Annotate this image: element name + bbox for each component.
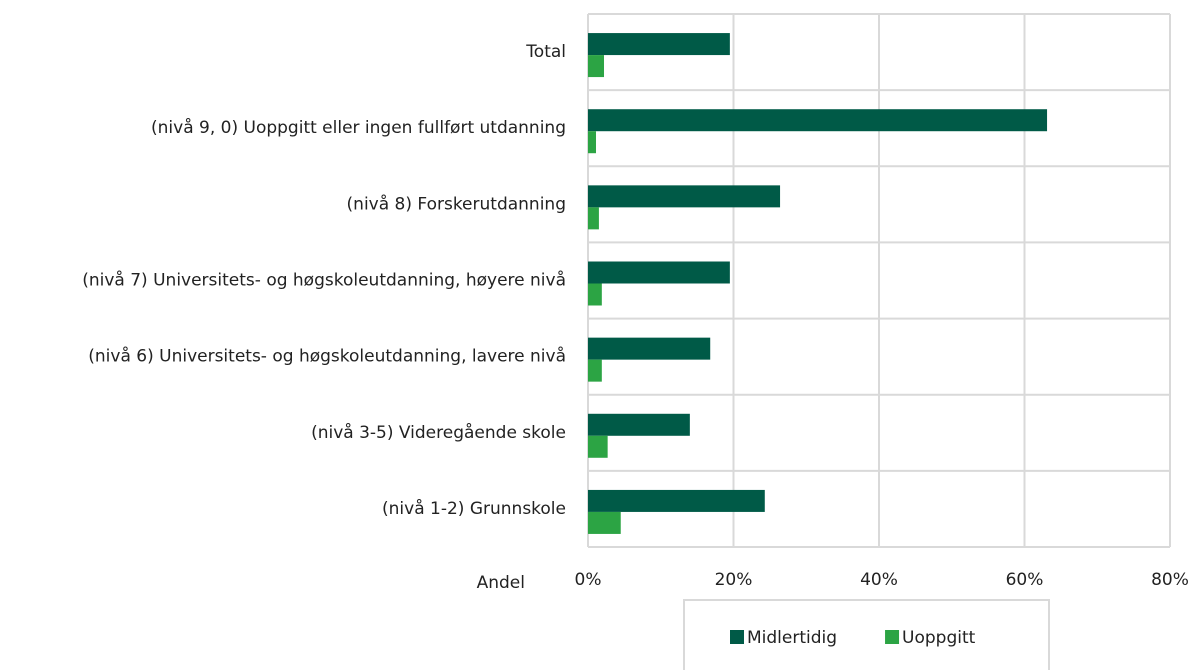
legend-swatch — [730, 630, 744, 644]
bar — [588, 33, 730, 56]
y-tick-label: (nivå 1-2) Grunnskole — [382, 498, 566, 519]
legend-box — [683, 599, 1050, 670]
bar — [588, 109, 1048, 132]
y-tick-label: (nivå 3-5) Videregående skole — [311, 422, 566, 443]
bar — [588, 489, 765, 512]
bar — [588, 55, 605, 78]
x-tick-label: 40% — [860, 570, 898, 590]
bar — [588, 185, 781, 208]
x-tick-label: 80% — [1151, 570, 1189, 590]
x-axis-label: Andel — [477, 573, 525, 593]
bar — [588, 283, 602, 306]
x-tick-label: 0% — [575, 570, 602, 590]
bar — [588, 131, 597, 154]
bar — [588, 359, 602, 382]
bar — [588, 413, 690, 436]
legend-label: Uoppgitt — [902, 628, 976, 648]
bar — [588, 337, 711, 360]
y-tick-label: (nivå 9, 0) Uoppgitt eller ingen fullfør… — [151, 117, 566, 138]
y-tick-label: (nivå 7) Universitets- og høgskoleutdann… — [82, 270, 566, 291]
bar — [588, 207, 599, 230]
legend-label: Midlertidig — [747, 628, 837, 648]
bar — [588, 261, 730, 284]
x-tick-label: 60% — [1006, 570, 1044, 590]
y-tick-label: Total — [525, 42, 566, 62]
bar — [588, 511, 621, 534]
x-tick-label: 20% — [715, 570, 753, 590]
legend-swatch — [885, 630, 900, 644]
y-tick-label: (nivå 6) Universitets- og høgskoleutdann… — [88, 346, 566, 367]
y-tick-label: (nivå 8) Forskerutdanning — [347, 193, 566, 214]
bar — [588, 435, 608, 458]
